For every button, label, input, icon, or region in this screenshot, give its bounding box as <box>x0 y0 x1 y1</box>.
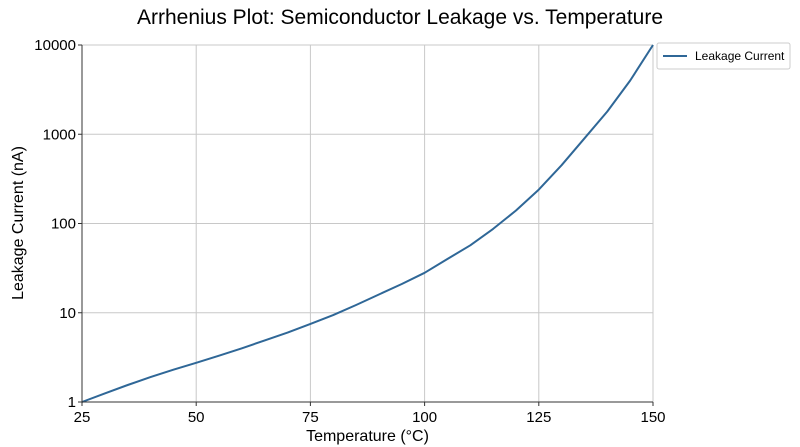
x-tick-label: 150 <box>640 409 665 426</box>
legend: Leakage Current <box>656 42 791 70</box>
y-tick-label: 10 <box>59 305 76 322</box>
x-tick-label: 50 <box>188 409 205 426</box>
y-tick-label: 100 <box>51 216 76 233</box>
series-line <box>81 44 654 403</box>
x-tick-label: 75 <box>302 409 319 426</box>
legend-label: Leakage Current <box>695 49 785 63</box>
y-axis-label: Leakage Current (nA) <box>10 146 27 300</box>
y-ticks: 1 10 100 1000 10000 <box>34 37 82 411</box>
y-tick-label: 1 <box>68 394 76 411</box>
x-axis-label: Temperature (°C) <box>306 428 429 445</box>
x-ticks: 25 50 75 100 125 150 <box>74 402 666 426</box>
x-tick-label: 100 <box>412 409 437 426</box>
y-tick-label: 1000 <box>43 126 76 143</box>
series-layer <box>81 44 654 403</box>
chart-title: Arrhenius Plot: Semiconductor Leakage vs… <box>137 6 663 29</box>
grid <box>81 44 654 403</box>
x-tick-label: 25 <box>74 409 91 426</box>
x-tick-label: 125 <box>526 409 551 426</box>
y-tick-label: 10000 <box>34 37 76 54</box>
legend-box <box>656 42 791 70</box>
